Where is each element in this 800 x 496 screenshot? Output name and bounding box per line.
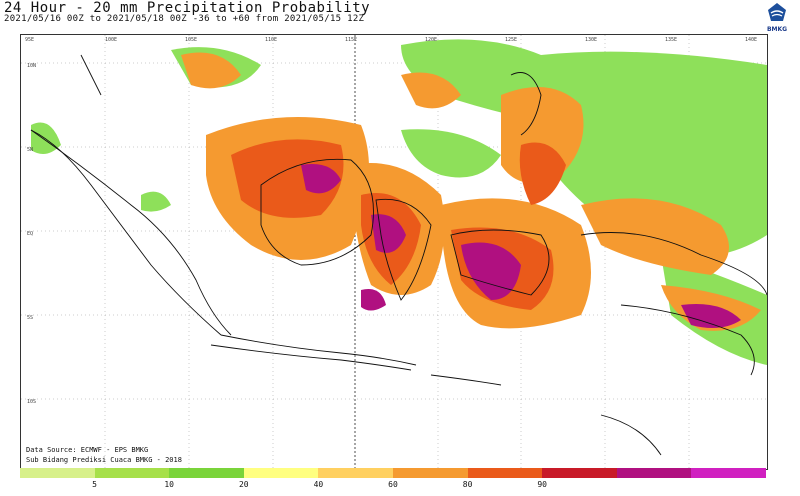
colorbar-segment <box>169 468 244 478</box>
colorbar-label: 90 <box>537 480 548 489</box>
lon-label: 115E <box>345 37 357 43</box>
lat-label: 5N <box>27 147 33 153</box>
lon-label: 130E <box>585 37 597 43</box>
logo-text: BMKG <box>766 26 788 33</box>
colorbar-segment <box>20 468 95 478</box>
colorbar-segment <box>318 468 393 478</box>
lon-label: 135E <box>665 37 677 43</box>
colorbar-label: 80 <box>462 480 473 489</box>
lon-label: 100E <box>105 37 117 43</box>
lat-label: 10S <box>27 399 36 405</box>
lat-label: 5S <box>27 315 33 321</box>
map-title: 24 Hour - 20 mm Precipitation Probabilit… <box>4 0 371 16</box>
lon-label: 120E <box>425 37 437 43</box>
probability-90-plus-areas <box>301 164 741 329</box>
colorbar-labels: 5 10 20 40 60 80 90 <box>0 480 800 494</box>
colorbar-segment <box>542 468 617 478</box>
axis-ticks: 10N 5N EQ 5S 10S <box>27 63 36 405</box>
colorbar-segment <box>467 468 543 478</box>
colorbar-label: 60 <box>388 480 398 489</box>
source-line-2: Sub Bidang Prediksi Cuaca BMKG - 2018 <box>26 456 182 464</box>
lat-label: EQ <box>27 231 33 237</box>
coastlines <box>30 54 767 456</box>
colorbar-label: 40 <box>313 480 324 489</box>
lon-label: 125E <box>505 37 517 43</box>
colorbar-label: 10 <box>164 480 175 489</box>
precipitation-map: 10N 5N EQ 5S 10S 95E 100E 105E 110E 115E 120E… <box>20 34 768 470</box>
colorbar-segment <box>392 468 468 478</box>
lon-label: 105E <box>185 37 197 43</box>
colorbar-segment <box>616 468 692 478</box>
colorbar-label: 20 <box>238 480 249 489</box>
colorbar-segment <box>691 468 766 478</box>
bmkg-logo-icon: BMKG <box>760 2 794 34</box>
lat-label: 10N <box>27 63 36 69</box>
lon-label: 95E <box>25 37 34 43</box>
map-subtitle: 2021/05/16 00Z to 2021/05/18 00Z -36 to … <box>4 14 365 24</box>
colorbar-segment <box>243 468 319 478</box>
colorbar <box>20 468 766 478</box>
lon-label: 110E <box>265 37 277 43</box>
source-line-1: Data Source: ECMWF - EPS BMKG <box>26 446 149 454</box>
colorbar-label: 5 <box>92 480 98 489</box>
lon-label: 140E <box>745 37 757 43</box>
colorbar-segment <box>94 468 170 478</box>
